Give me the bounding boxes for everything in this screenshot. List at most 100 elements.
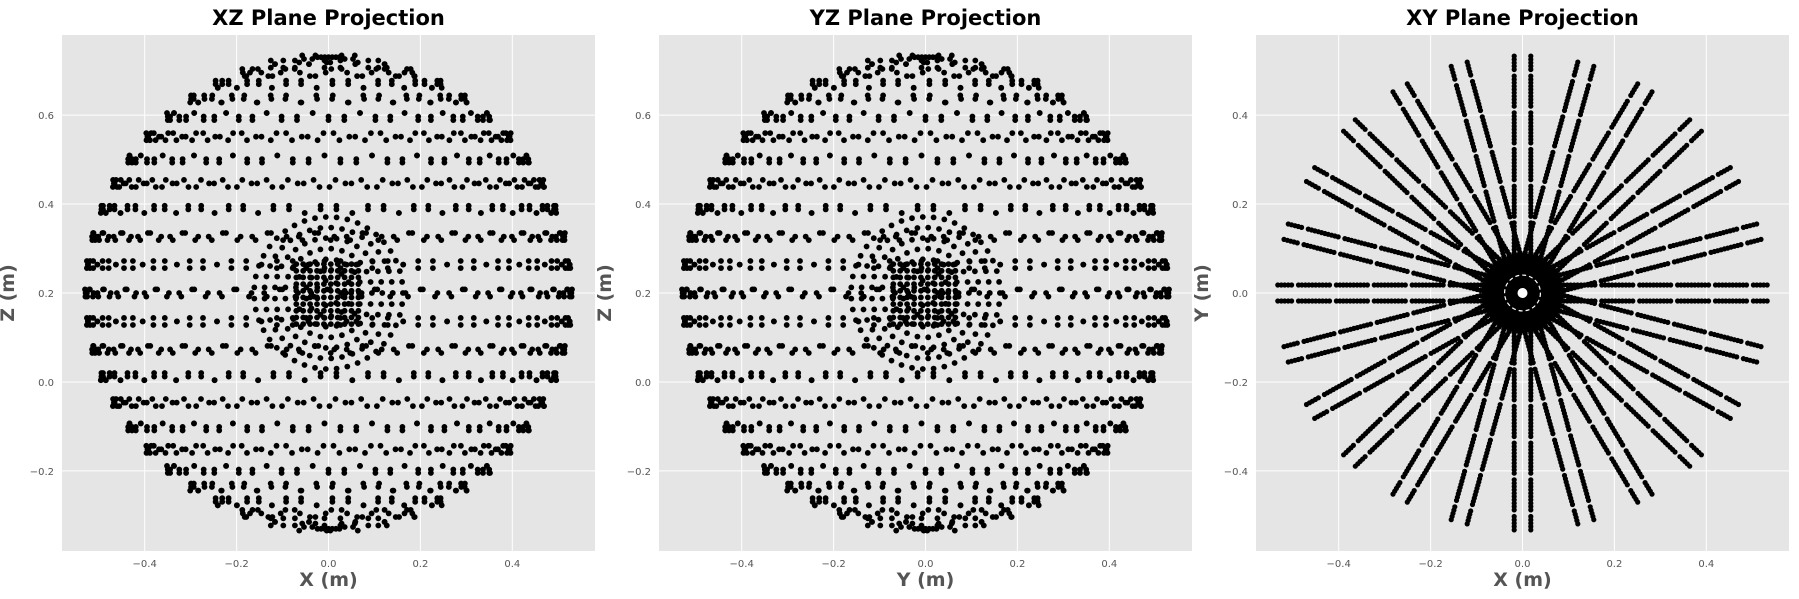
scatter-point bbox=[348, 294, 355, 301]
scatter-point bbox=[997, 261, 1004, 268]
scatter-point bbox=[243, 265, 250, 271]
scatter-point bbox=[815, 487, 822, 494]
scatter-point bbox=[918, 261, 924, 267]
scatter-point bbox=[1073, 180, 1079, 187]
scatter-point bbox=[948, 520, 955, 527]
scatter-point bbox=[870, 130, 877, 137]
scatter-point bbox=[314, 294, 320, 301]
scatter-point bbox=[114, 290, 120, 296]
scatter-point bbox=[90, 230, 96, 236]
scatter-point bbox=[1012, 258, 1019, 264]
scatter-point bbox=[104, 237, 111, 244]
scatter-point bbox=[1018, 130, 1024, 137]
scatter-point bbox=[930, 370, 937, 376]
scatter-point bbox=[835, 130, 842, 137]
scatter-point bbox=[840, 315, 847, 321]
scatter-point bbox=[401, 510, 408, 517]
scatter-point bbox=[1084, 343, 1090, 349]
scatter-point bbox=[748, 373, 754, 380]
scatter-point bbox=[851, 180, 858, 187]
scatter-point bbox=[225, 495, 232, 502]
scatter-point bbox=[285, 177, 291, 183]
scatter-point bbox=[195, 99, 202, 106]
scatter-point bbox=[162, 396, 169, 402]
scatter-point bbox=[385, 69, 392, 76]
scatter-point bbox=[152, 450, 159, 456]
scatter-point bbox=[886, 450, 892, 456]
scatter-point bbox=[493, 403, 500, 409]
scatter-point bbox=[225, 137, 232, 144]
scatter-point bbox=[328, 334, 335, 341]
scatter-point bbox=[1086, 206, 1093, 213]
scatter-point bbox=[924, 274, 931, 281]
scatter-point bbox=[803, 180, 809, 187]
scatter-point bbox=[334, 321, 341, 327]
scatter-point bbox=[1046, 230, 1052, 236]
scatter-point bbox=[985, 279, 992, 285]
scatter-point bbox=[457, 322, 464, 328]
scatter-point bbox=[895, 99, 902, 106]
scatter-point bbox=[786, 450, 792, 456]
scatter-point bbox=[871, 306, 878, 313]
scatter-point bbox=[1395, 211, 1401, 217]
scatter-point bbox=[894, 69, 900, 76]
scatter-point bbox=[337, 515, 344, 522]
scatter-point bbox=[173, 377, 180, 384]
scatter-point bbox=[938, 261, 945, 267]
scatter-point bbox=[480, 113, 486, 120]
scatter-point bbox=[381, 66, 388, 72]
scatter-point bbox=[844, 510, 850, 517]
scatter-point bbox=[1118, 177, 1125, 183]
scatter-point bbox=[926, 92, 933, 99]
scatter-point bbox=[1048, 403, 1055, 409]
scatter-point bbox=[983, 268, 989, 275]
scatter-point bbox=[890, 321, 897, 327]
scatter-point bbox=[348, 321, 355, 327]
scatter-point bbox=[822, 495, 829, 502]
scatter-point bbox=[322, 366, 329, 372]
scatter-point bbox=[343, 346, 350, 353]
scatter-point bbox=[911, 301, 917, 307]
scatter-point bbox=[525, 265, 532, 271]
scatter-point bbox=[919, 366, 926, 372]
scatter-point bbox=[200, 130, 207, 137]
scatter-point bbox=[541, 318, 548, 325]
scatter-point bbox=[945, 252, 952, 259]
scatter-point bbox=[964, 301, 971, 307]
scatter-point bbox=[118, 343, 124, 349]
scatter-point bbox=[375, 237, 382, 244]
y-tick-label: 0.4 bbox=[635, 200, 651, 211]
scatter-point bbox=[852, 210, 858, 216]
scatter-point bbox=[412, 130, 419, 137]
scatter-point bbox=[427, 487, 434, 494]
scatter-point bbox=[272, 61, 278, 67]
scatter-point bbox=[378, 279, 385, 285]
scatter-point bbox=[801, 137, 808, 144]
scatter-point bbox=[1031, 133, 1037, 140]
scatter-point bbox=[958, 96, 964, 102]
scatter-point bbox=[1163, 261, 1170, 268]
scatter-point bbox=[962, 64, 969, 71]
scatter-point bbox=[348, 180, 355, 187]
chart-panel-3: −0.4 −0.2 0.0 0.2 0.4−0.4−0.20.00.20.4XY Pla… bbox=[1191, 6, 1789, 591]
scatter-point bbox=[509, 210, 516, 216]
scatter-point bbox=[719, 286, 726, 293]
scatter-point bbox=[304, 446, 311, 453]
scatter-point bbox=[934, 515, 941, 522]
scatter-point bbox=[1047, 442, 1054, 449]
scatter-point bbox=[825, 258, 832, 264]
scatter-point bbox=[1067, 322, 1074, 328]
scatter-point bbox=[860, 306, 867, 313]
scatter-point bbox=[1055, 442, 1061, 449]
scatter-point bbox=[1043, 450, 1050, 456]
scatter-point bbox=[339, 354, 345, 360]
scatter-point bbox=[933, 525, 940, 532]
scatter-point bbox=[752, 350, 759, 356]
scatter-point bbox=[432, 293, 438, 300]
scatter-point bbox=[387, 248, 394, 254]
scatter-point bbox=[708, 202, 715, 209]
scatter-point bbox=[845, 180, 852, 187]
scatter-point bbox=[292, 522, 298, 529]
scatter-point bbox=[1118, 396, 1125, 402]
scatter-point bbox=[845, 399, 852, 406]
